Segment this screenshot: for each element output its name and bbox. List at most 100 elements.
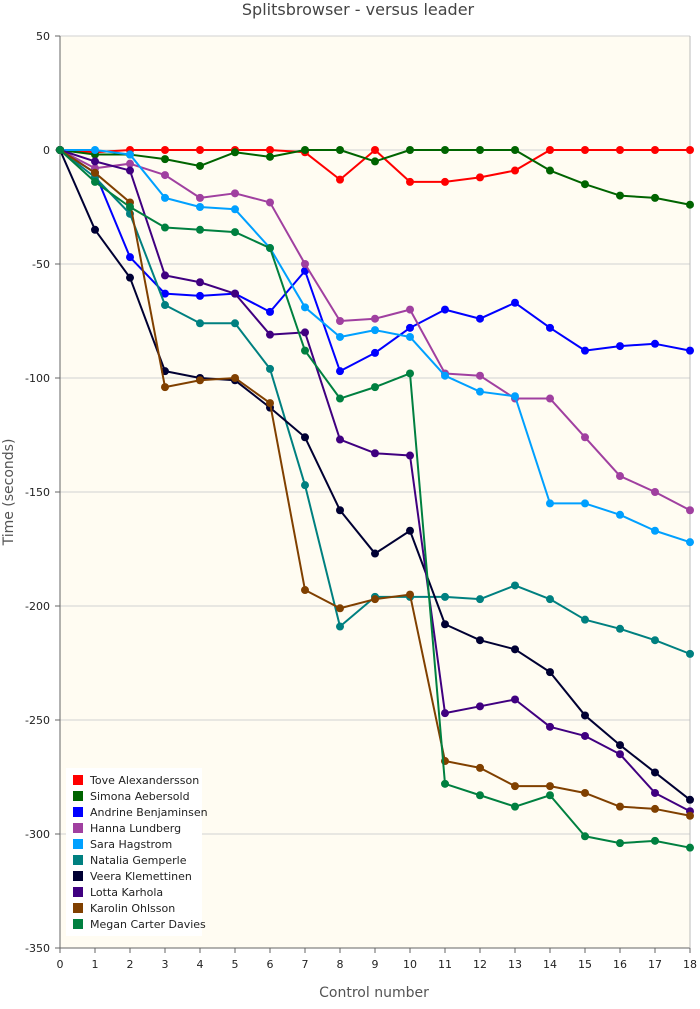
x-axis-label: Control number: [319, 985, 429, 1001]
x-tick-label: 11: [438, 958, 452, 971]
x-tick-label: 4: [197, 958, 204, 971]
data-point: [336, 175, 344, 184]
data-point: [371, 549, 379, 558]
data-point: [616, 839, 624, 848]
data-point: [651, 146, 659, 154]
data-point: [476, 595, 484, 604]
data-point: [266, 399, 274, 408]
data-point: [336, 367, 344, 376]
data-point: [336, 506, 344, 515]
data-point: [196, 193, 204, 202]
data-point: [266, 330, 274, 339]
data-point: [301, 586, 309, 595]
data-point: [196, 291, 204, 300]
data-point: [301, 303, 309, 312]
data-point: [686, 795, 694, 804]
data-point: [406, 451, 414, 460]
data-point: [581, 615, 589, 624]
data-point: [476, 636, 484, 645]
data-point: [371, 383, 379, 392]
data-point: [161, 301, 169, 310]
data-point: [511, 298, 519, 307]
data-point: [91, 146, 99, 154]
data-point: [266, 244, 274, 253]
data-point: [581, 832, 589, 841]
data-point: [581, 731, 589, 740]
data-point: [196, 146, 204, 154]
y-tick-label: 50: [36, 30, 50, 43]
y-axis-ticks: 50 0 -50 -100 -150 -200 -250 -300 -350: [25, 30, 60, 955]
data-point: [546, 595, 554, 604]
data-point: [616, 750, 624, 759]
data-point: [231, 374, 239, 382]
y-tick-label: -100: [25, 372, 50, 385]
data-point: [406, 369, 414, 378]
legend-swatch: [73, 807, 83, 817]
data-point: [406, 305, 414, 314]
data-point: [511, 166, 519, 175]
chart-title: Splitsbrowser - versus leader: [242, 0, 475, 19]
x-tick-label: 6: [267, 958, 274, 971]
data-point: [336, 394, 344, 403]
data-point: [231, 289, 239, 298]
series-layer: [56, 146, 694, 852]
data-point: [476, 173, 484, 182]
x-tick-label: 2: [127, 958, 134, 971]
legend-item: Megan Carter Davies: [73, 918, 206, 931]
data-point: [126, 273, 134, 282]
data-point: [686, 843, 694, 852]
data-point: [301, 146, 309, 154]
data-point: [301, 433, 309, 442]
legend-label: Karolin Ohlsson: [90, 902, 175, 915]
data-point: [686, 649, 694, 658]
y-tick-label: -300: [25, 828, 50, 841]
data-point: [406, 323, 414, 332]
data-point: [371, 595, 379, 604]
data-point: [336, 332, 344, 341]
data-point: [546, 668, 554, 677]
x-axis-ticks: 0 1 2 3 4 5 6 7 8 9 10 11 12 13 14 15 16 17 18: [57, 948, 697, 971]
data-point: [161, 289, 169, 298]
legend-item: Lotta Karhola: [73, 886, 163, 899]
data-point: [651, 804, 659, 813]
data-point: [196, 319, 204, 328]
data-point: [546, 499, 554, 508]
data-point: [161, 223, 169, 232]
data-point: [651, 339, 659, 348]
data-point: [266, 152, 274, 161]
data-point: [686, 538, 694, 547]
x-tick-label: 1: [92, 958, 99, 971]
data-point: [336, 604, 344, 613]
data-point: [686, 146, 694, 154]
data-point: [266, 307, 274, 316]
legend-item: Karolin Ohlsson: [73, 902, 175, 915]
data-point: [511, 146, 519, 154]
data-point: [546, 323, 554, 332]
data-point: [91, 157, 99, 166]
data-point: [546, 146, 554, 154]
data-point: [126, 253, 134, 262]
data-point: [56, 146, 64, 154]
data-point: [406, 590, 414, 599]
data-point: [126, 166, 134, 175]
data-point: [231, 319, 239, 328]
data-point: [371, 157, 379, 166]
data-point: [581, 146, 589, 154]
data-point: [161, 155, 169, 164]
data-point: [511, 782, 519, 791]
data-point: [581, 346, 589, 355]
data-point: [476, 702, 484, 711]
data-point: [546, 791, 554, 800]
data-point: [301, 260, 309, 268]
x-tick-label: 17: [648, 958, 662, 971]
data-point: [546, 782, 554, 791]
legend-item: Sara Hagstrom: [73, 838, 172, 851]
y-tick-label: -250: [25, 714, 50, 727]
data-point: [476, 763, 484, 772]
legend-swatch: [73, 791, 83, 801]
data-point: [441, 620, 449, 629]
data-point: [511, 581, 519, 590]
data-point: [686, 346, 694, 355]
data-point: [476, 146, 484, 154]
data-point: [616, 472, 624, 481]
